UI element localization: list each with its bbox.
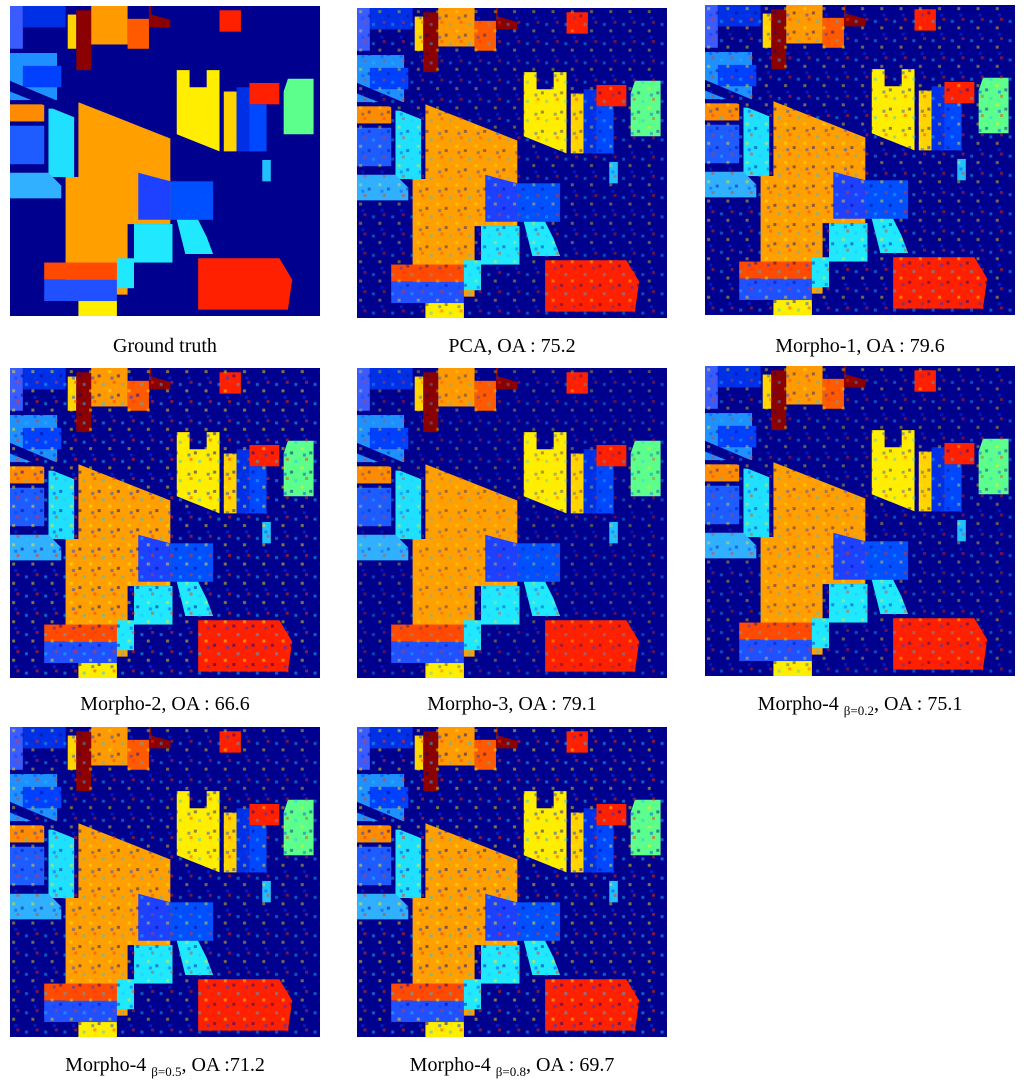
classification-map xyxy=(357,8,667,318)
classification-map xyxy=(10,368,320,678)
caption: Morpho-4 β=0.2, OA : 75.1 xyxy=(690,693,1024,719)
classification-map xyxy=(357,368,667,678)
caption: Morpho-2, OA : 66.6 xyxy=(0,693,335,716)
caption: PCA, OA : 75.2 xyxy=(342,335,682,358)
caption: Morpho-3, OA : 79.1 xyxy=(342,693,682,716)
caption-text: Ground truth xyxy=(113,335,217,357)
caption-subscript: β=0.8 xyxy=(495,1064,526,1079)
caption: Morpho-4 β=0.5, OA :71.2 xyxy=(0,1054,335,1080)
caption-text: , OA : 75.1 xyxy=(873,693,963,715)
caption-text: Morpho-3, OA : 79.1 xyxy=(427,693,597,715)
caption-text: , OA :71.2 xyxy=(181,1054,265,1076)
caption: Morpho-4 β=0.8, OA : 69.7 xyxy=(342,1054,682,1080)
classification-map xyxy=(705,5,1015,315)
caption-text: Morpho-4 xyxy=(409,1054,491,1076)
caption: Morpho-1, OA : 79.6 xyxy=(690,335,1024,358)
caption-text: , OA : 69.7 xyxy=(525,1054,615,1076)
classification-map xyxy=(10,727,320,1037)
caption-text: Morpho-1, OA : 79.6 xyxy=(775,335,945,357)
caption-subscript: β=0.2 xyxy=(843,703,874,718)
caption-text: Morpho-2, OA : 66.6 xyxy=(80,693,250,715)
caption-text: Morpho-4 xyxy=(65,1054,147,1076)
classification-map xyxy=(357,727,667,1037)
classification-map xyxy=(705,366,1015,676)
caption-text: Morpho-4 xyxy=(757,693,839,715)
classification-map xyxy=(10,6,320,316)
caption: Ground truth xyxy=(0,335,335,358)
caption-text: PCA, OA : 75.2 xyxy=(448,335,576,357)
caption-subscript: β=0.5 xyxy=(151,1064,182,1079)
